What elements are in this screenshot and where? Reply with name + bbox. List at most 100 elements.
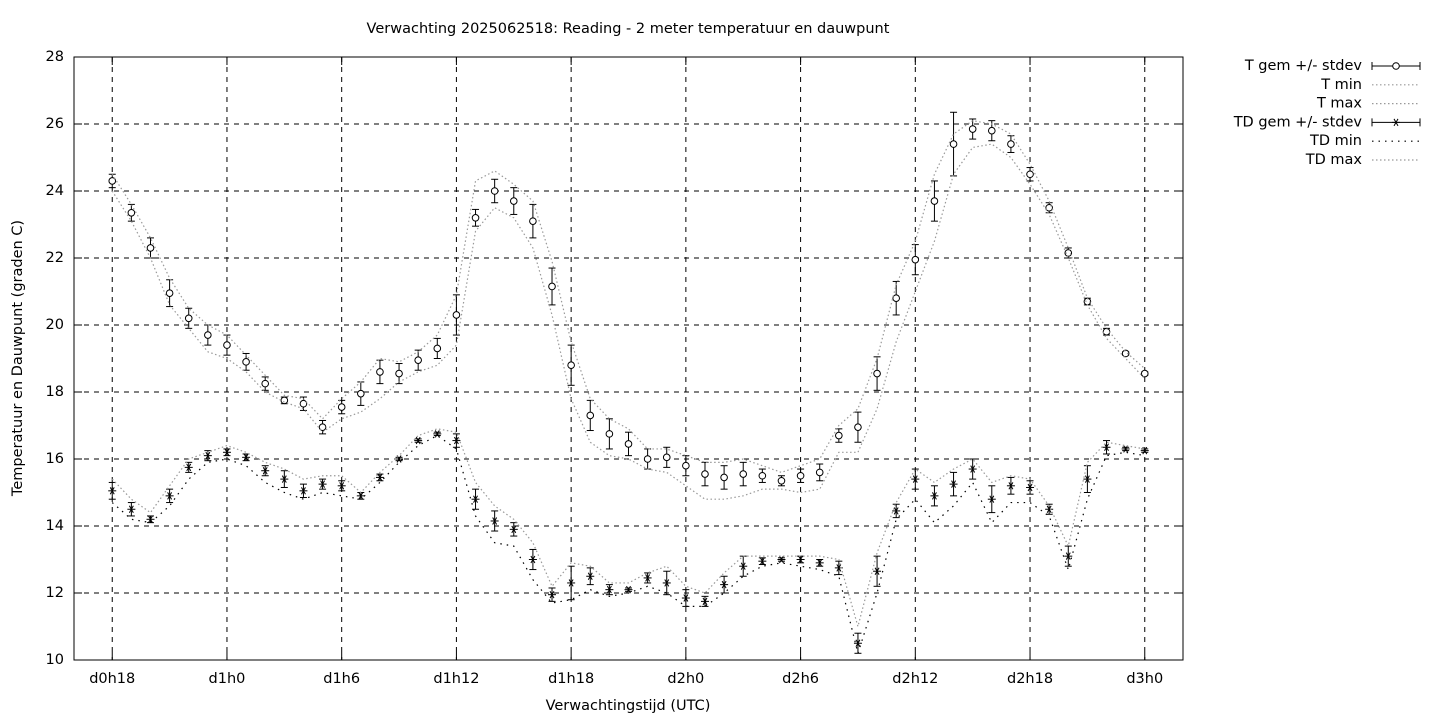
- point: [509, 197, 518, 205]
- x-tick-label: d1h12: [433, 671, 479, 687]
- chart-title: Verwachting 2025062518: Reading - 2 mete…: [367, 21, 890, 37]
- point: [414, 356, 422, 364]
- marker-stroke: [1104, 443, 1109, 451]
- marker-stroke: [186, 463, 192, 472]
- point: [624, 440, 633, 448]
- marker-stroke: [1008, 482, 1014, 490]
- point: [376, 368, 384, 376]
- point: [203, 451, 212, 460]
- marker-stroke: [893, 507, 899, 515]
- point: [1006, 482, 1015, 490]
- line: [111, 120, 1146, 474]
- point: [223, 341, 231, 349]
- point: [548, 590, 557, 599]
- point: [127, 505, 136, 513]
- point: [873, 567, 882, 575]
- point: [184, 314, 193, 323]
- point: [853, 639, 862, 647]
- marker-stroke: [912, 475, 918, 483]
- point: [1102, 327, 1111, 336]
- point: [968, 125, 977, 133]
- point: [758, 471, 767, 480]
- point: [414, 436, 423, 445]
- x-tick-label: d3h0: [1126, 671, 1163, 687]
- point: [835, 431, 843, 440]
- point: [1026, 170, 1034, 179]
- y-tick-label: 16: [46, 451, 64, 467]
- point: [987, 495, 996, 503]
- marker-stroke: [205, 451, 211, 460]
- point: [854, 423, 862, 431]
- point: [681, 594, 690, 602]
- marker-stroke: [148, 515, 153, 524]
- point: [433, 344, 442, 353]
- point: [1064, 552, 1073, 560]
- point: [108, 487, 117, 495]
- point: [1140, 369, 1149, 378]
- point: [1121, 445, 1130, 453]
- marker-stroke: [224, 448, 230, 457]
- x-tick-label: d1h0: [209, 671, 246, 687]
- marker-stroke: [1123, 445, 1129, 453]
- point: [567, 361, 575, 370]
- x-tick-label: d2h0: [667, 671, 704, 687]
- marker-stroke: [568, 579, 574, 587]
- point: [1045, 505, 1054, 513]
- marker-stroke: [645, 574, 651, 582]
- x-tick-label: d2h6: [782, 671, 819, 687]
- point: [261, 379, 270, 388]
- marker-stroke: [243, 453, 249, 462]
- marker-stroke: [740, 562, 746, 570]
- point: [739, 470, 748, 478]
- point: [796, 555, 805, 564]
- point: [1121, 349, 1130, 358]
- x-tick-label: d1h18: [548, 671, 594, 687]
- point: [375, 473, 384, 482]
- point: [146, 244, 155, 252]
- point: [701, 470, 709, 478]
- marker-stroke: [339, 482, 345, 490]
- point: [643, 455, 652, 463]
- marker-stroke: [606, 585, 612, 594]
- point: [815, 559, 824, 567]
- marker-stroke: [1065, 552, 1071, 560]
- point: [911, 475, 920, 483]
- point: [739, 562, 748, 570]
- marker-stroke: [1046, 505, 1052, 513]
- marker-stroke: [836, 564, 842, 572]
- marker-stroke: [798, 555, 804, 564]
- point: [873, 369, 881, 378]
- point: [949, 140, 958, 148]
- point: [222, 448, 231, 457]
- y-tick-label: 28: [46, 49, 64, 65]
- point: [337, 482, 346, 490]
- point: [682, 461, 690, 470]
- point: [968, 465, 977, 473]
- marker-stroke: [1393, 118, 1399, 127]
- point: [1026, 483, 1035, 492]
- point: [165, 492, 174, 500]
- point: [911, 255, 920, 264]
- point: [1083, 475, 1092, 483]
- point: [567, 579, 576, 587]
- marker-stroke: [970, 465, 976, 473]
- point: [280, 475, 289, 483]
- marker-stroke: [855, 639, 861, 647]
- line: [111, 143, 1146, 500]
- point: [720, 580, 729, 589]
- y-tick-label: 24: [46, 183, 64, 199]
- marker-stroke: [492, 517, 498, 525]
- point: [318, 480, 327, 488]
- y-tick-label: 12: [46, 585, 64, 601]
- legend-label: TD max: [1305, 152, 1363, 168]
- plot-frame: [73, 56, 1184, 661]
- marker-stroke: [951, 480, 956, 488]
- marker-stroke: [262, 467, 268, 475]
- marker-stroke: [626, 585, 631, 594]
- point: [184, 463, 193, 472]
- point: [605, 430, 614, 438]
- point: [1064, 249, 1073, 257]
- point: [777, 476, 786, 485]
- point: [758, 557, 767, 565]
